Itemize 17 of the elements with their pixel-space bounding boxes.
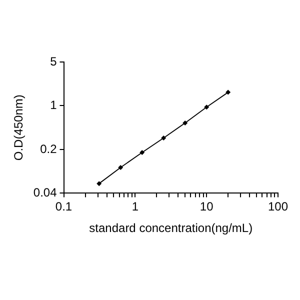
y-tick-label: 0.04 — [33, 186, 58, 200]
y-axis-title: O.D(450nm) — [12, 94, 26, 161]
point — [182, 120, 188, 126]
x-tick-label: 10 — [200, 200, 214, 214]
x-tick-label: 100 — [268, 200, 288, 214]
point — [226, 90, 231, 95]
y-tick-label: 1 — [50, 98, 58, 112]
y-tick-label: 0.2 — [40, 142, 58, 156]
x-tick-label: 0.1 — [55, 200, 72, 214]
point — [161, 136, 166, 140]
point — [204, 104, 210, 110]
point — [140, 150, 145, 155]
x-tick-label: 1 — [132, 200, 139, 214]
y-tick-label: 5 — [50, 54, 58, 68]
x-axis-title: standard concentration(ng/mL) — [89, 221, 253, 236]
point — [96, 181, 102, 186]
point — [118, 165, 124, 170]
